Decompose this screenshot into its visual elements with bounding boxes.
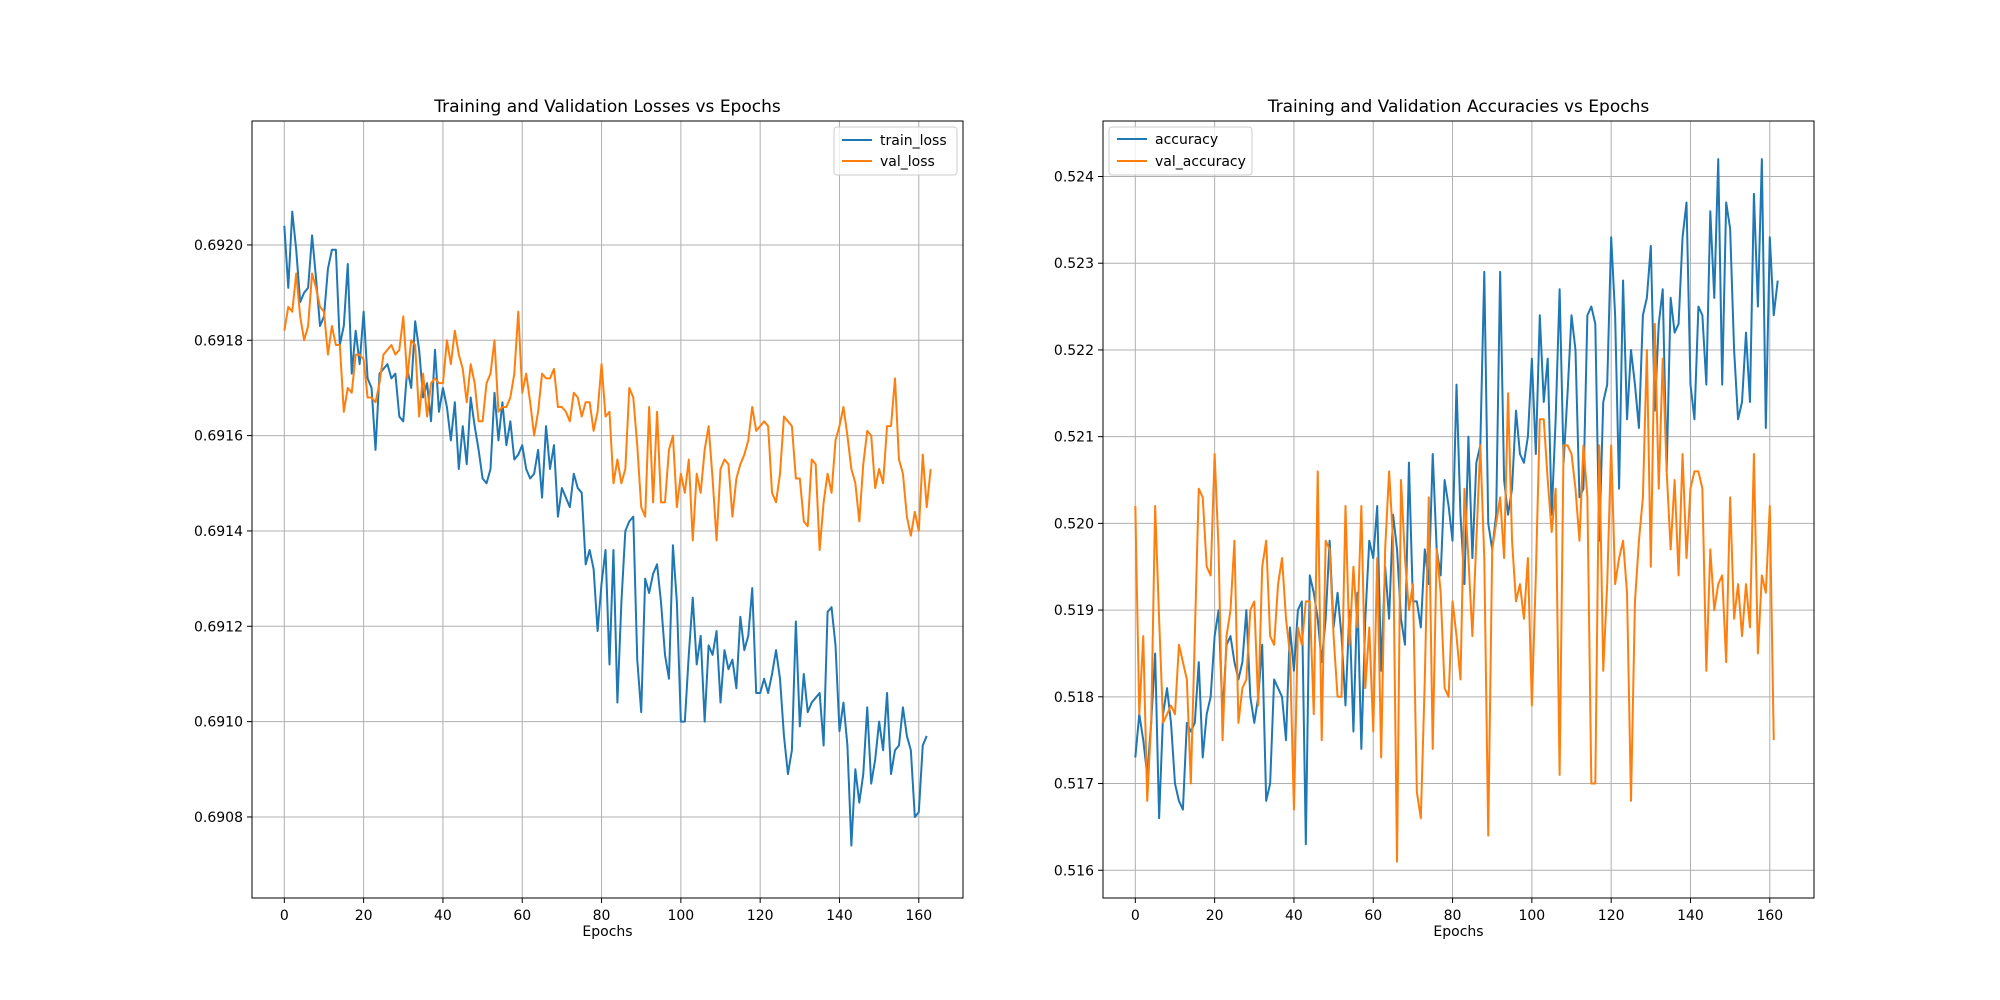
losses-x-tick-label: 0 xyxy=(280,908,289,924)
accuracies-x-tick-label: 20 xyxy=(1206,908,1224,924)
accuracies-chart-title: Training and Validation Accuracies vs Ep… xyxy=(1267,97,1650,117)
accuracies-y-tick-label: 0.523 xyxy=(1054,256,1094,272)
losses-train-loss-line xyxy=(283,210,928,847)
accuracies-series xyxy=(1134,158,1779,863)
losses-ticks: 0 20 40 60 80 100 120 140 160 0.6908 0.6910 0.6912 0… xyxy=(194,238,932,924)
accuracies-x-axis-label: Epochs xyxy=(1433,924,1483,940)
losses-chart-title: Training and Validation Losses vs Epochs xyxy=(433,97,781,117)
accuracies-y-tick-label: 0.521 xyxy=(1054,430,1094,446)
accuracies-x-tick-label: 140 xyxy=(1677,908,1704,924)
accuracies-legend-accuracy-label: accuracy xyxy=(1155,132,1218,148)
losses-y-tick-label: 0.6918 xyxy=(194,333,243,349)
accuracies-val-accuracy-line xyxy=(1134,322,1775,863)
losses-x-tick-label: 120 xyxy=(747,908,774,924)
losses-x-tick-label: 20 xyxy=(355,908,373,924)
accuracies-y-tick-label: 0.524 xyxy=(1054,170,1094,186)
accuracies-y-tick-label: 0.520 xyxy=(1054,516,1094,532)
losses-legend: train_loss val_loss xyxy=(833,126,958,176)
accuracies-legend-val-accuracy-label: val_accuracy xyxy=(1155,154,1246,170)
accuracies-y-tick-label: 0.518 xyxy=(1054,690,1094,706)
accuracies-y-tick-label: 0.517 xyxy=(1054,777,1094,793)
accuracies-plot-frame xyxy=(1102,120,1815,899)
losses-x-tick-label: 160 xyxy=(905,908,932,924)
losses-y-tick-label: 0.6914 xyxy=(194,524,243,540)
losses-y-tick-label: 0.6908 xyxy=(194,810,243,826)
losses-x-tick-label: 80 xyxy=(593,908,611,924)
losses-x-axis-label: Epochs xyxy=(582,924,632,940)
accuracies-chart: Training and Validation Accuracies vs Ep… xyxy=(1054,97,1815,940)
losses-series xyxy=(283,210,932,847)
accuracies-ticks: 0 20 40 60 80 100 120 140 160 0.516 0.517 0.518 0.51… xyxy=(1054,170,1783,925)
losses-y-tick-label: 0.6920 xyxy=(194,238,243,254)
losses-x-tick-label: 40 xyxy=(434,908,452,924)
accuracies-x-tick-label: 100 xyxy=(1518,908,1545,924)
losses-legend-val-loss-label: val_loss xyxy=(880,154,935,170)
losses-x-tick-label: 140 xyxy=(826,908,853,924)
losses-val-loss-line xyxy=(283,272,932,552)
accuracies-x-tick-label: 40 xyxy=(1285,908,1303,924)
losses-plot-frame xyxy=(251,120,964,899)
accuracies-y-tick-label: 0.522 xyxy=(1054,343,1094,359)
accuracies-x-tick-label: 80 xyxy=(1444,908,1462,924)
accuracies-x-tick-label: 160 xyxy=(1756,908,1783,924)
losses-chart: Training and Validation Losses vs Epochs… xyxy=(194,97,964,940)
losses-x-tick-label: 60 xyxy=(513,908,531,924)
accuracies-x-tick-label: 120 xyxy=(1598,908,1625,924)
losses-y-tick-label: 0.6916 xyxy=(194,429,243,445)
losses-legend-train-loss-label: train_loss xyxy=(880,133,947,149)
accuracies-accuracy-line xyxy=(1134,158,1779,846)
accuracies-x-tick-label: 0 xyxy=(1131,908,1140,924)
accuracies-y-tick-label: 0.516 xyxy=(1054,863,1094,879)
accuracies-legend: accuracy val_accuracy xyxy=(1108,126,1253,176)
accuracies-x-tick-label: 60 xyxy=(1364,908,1382,924)
losses-x-tick-label: 100 xyxy=(667,908,694,924)
accuracies-y-tick-label: 0.519 xyxy=(1054,603,1094,619)
losses-y-tick-label: 0.6910 xyxy=(194,715,243,731)
losses-y-tick-label: 0.6912 xyxy=(194,619,243,635)
